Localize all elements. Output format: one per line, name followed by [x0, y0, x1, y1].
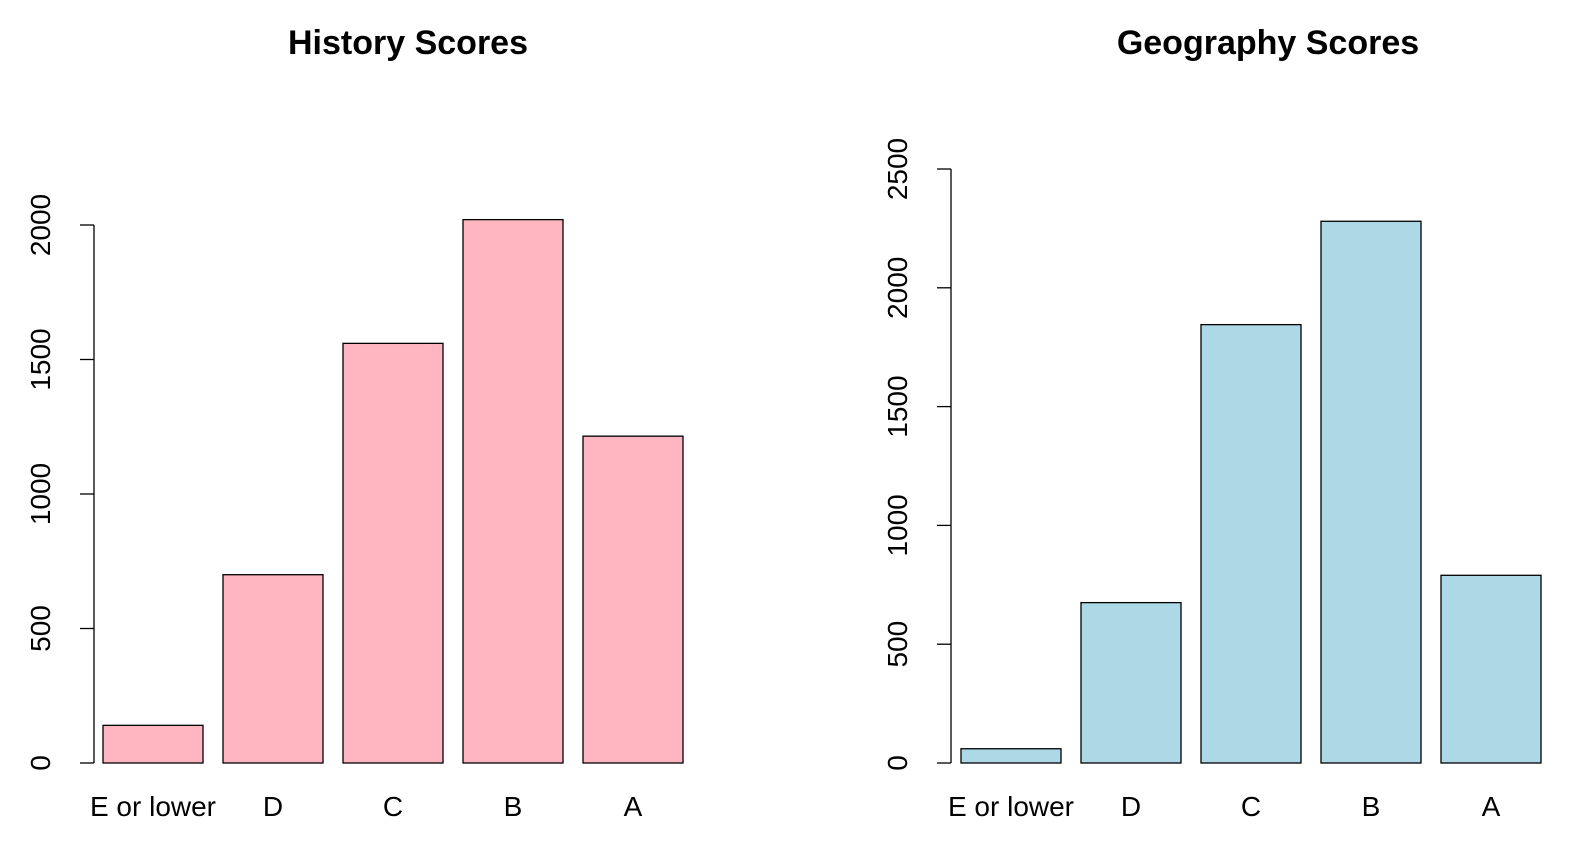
- y-tick-label: 0: [25, 755, 56, 771]
- y-tick-label: 500: [882, 621, 913, 668]
- y-tick-label: 500: [25, 605, 56, 652]
- x-category-label: C: [383, 791, 403, 822]
- y-tick-label: 1000: [882, 494, 913, 556]
- y-tick-label: 1500: [25, 328, 56, 390]
- y-tick-label: 1000: [25, 463, 56, 525]
- x-category-label: A: [1482, 791, 1501, 822]
- x-category-label: C: [1241, 791, 1261, 822]
- bar-b: [1320, 220, 1422, 764]
- geography-scores-chart: Geography Scores 0 500 1000 1500 2000 2500 E o…: [882, 24, 1542, 822]
- chart-title: History Scores: [288, 24, 528, 62]
- x-category-label: D: [263, 791, 283, 822]
- x-category-label: B: [504, 791, 523, 822]
- y-tick-label: 2000: [25, 194, 56, 256]
- bar-e-or-lower: [960, 748, 1062, 764]
- bar-e-or-lower: [102, 724, 204, 764]
- y-tick-label: 0: [882, 755, 913, 771]
- x-category-label: E or lower: [948, 791, 1074, 822]
- bar-d: [1080, 601, 1182, 764]
- bar-a: [582, 435, 684, 764]
- x-category-label: E or lower: [90, 791, 216, 822]
- bar-b: [462, 218, 564, 764]
- chart-title: Geography Scores: [1117, 24, 1419, 62]
- bar-a: [1440, 574, 1542, 764]
- bar-c: [1200, 323, 1302, 764]
- x-category-label: A: [624, 791, 643, 822]
- bar-c: [342, 342, 444, 764]
- y-tick-label: 2500: [882, 138, 913, 200]
- history-scores-chart: History Scores 0 500 1000 1500 2000 E or lowe…: [25, 24, 684, 822]
- x-category-label: B: [1362, 791, 1381, 822]
- bar-d: [222, 574, 324, 764]
- x-category-label: D: [1121, 791, 1141, 822]
- y-tick-label: 1500: [882, 375, 913, 437]
- y-tick-label: 2000: [882, 257, 913, 319]
